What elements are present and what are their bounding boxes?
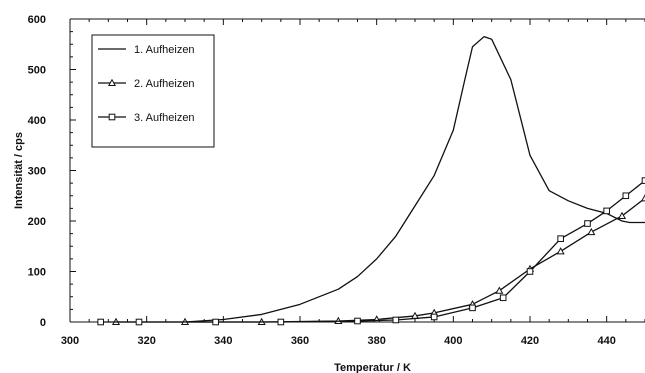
series-1 [184, 36, 645, 323]
y-tick-label: 100 [28, 267, 46, 279]
legend-label: 2. Aufheizen [134, 78, 195, 90]
series-2 [111, 194, 645, 326]
data-point [430, 313, 438, 321]
x-tick-label: 320 [137, 335, 155, 347]
legend: 1. Aufheizen 2. Aufheizen 3. Aufheizen [91, 34, 215, 148]
legend-marker [107, 78, 117, 87]
x-tick-label: 440 [597, 335, 615, 347]
x-axis-label: Temperatur / K [334, 362, 411, 373]
data-point [526, 268, 534, 275]
data-point [641, 177, 645, 184]
series-layer [97, 36, 645, 326]
legend-marker [108, 113, 116, 121]
x-tick-label: 300 [61, 335, 79, 347]
data-point [556, 247, 565, 255]
series-line-3 [100, 180, 645, 323]
x-tick-label: 400 [444, 335, 462, 347]
y-tick-label: 600 [28, 14, 46, 26]
data-point [617, 211, 627, 220]
series-line-2 [116, 197, 645, 323]
x-tick-label: 340 [214, 335, 232, 347]
x-tick-label: 360 [291, 335, 309, 347]
y-tick-label: 0 [40, 317, 46, 329]
data-point [277, 318, 285, 326]
data-point [499, 294, 507, 302]
y-tick-label: 400 [28, 115, 46, 127]
y-tick-label: 200 [28, 216, 46, 228]
data-point [97, 318, 104, 326]
x-tick-label: 420 [521, 335, 539, 347]
ticks: 300 320 340 360 380 400 420 440 0 100 200 300 400 500… [28, 14, 645, 347]
legend-box [91, 34, 215, 148]
data-point [557, 235, 564, 242]
data-point [354, 317, 361, 325]
series-line-1 [184, 36, 645, 323]
data-point [469, 304, 476, 312]
data-point [622, 192, 630, 200]
y-tick-label: 500 [28, 65, 46, 77]
data-point [392, 316, 400, 324]
series-3 [97, 177, 645, 326]
data-point [587, 227, 596, 236]
data-point [212, 318, 219, 326]
data-point [603, 207, 610, 215]
data-point [584, 220, 591, 227]
y-tick-label: 300 [28, 166, 46, 178]
data-point [135, 318, 143, 326]
y-axis-label: Intensität / cps [13, 132, 25, 209]
legend-label: 3. Aufheizen [134, 112, 195, 124]
x-tick-label: 380 [367, 335, 385, 347]
data-point [640, 194, 645, 202]
data-point [495, 286, 504, 294]
legend-label: 1. Aufheizen [134, 44, 195, 56]
